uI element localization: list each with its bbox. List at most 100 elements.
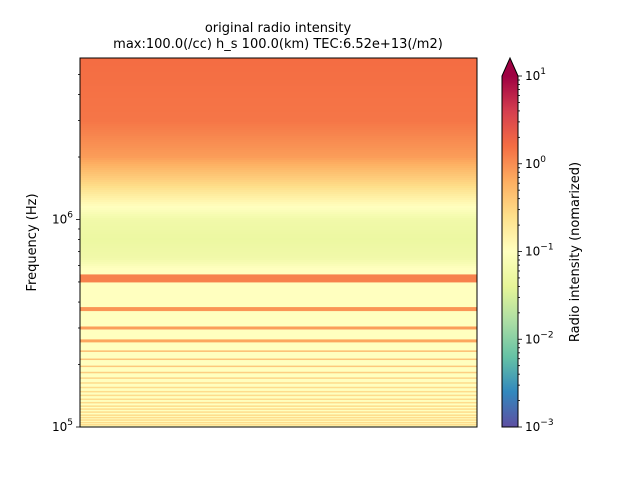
intensity-band xyxy=(80,268,477,271)
intensity-band xyxy=(80,400,477,403)
intensity-band xyxy=(80,366,477,369)
intensity-band xyxy=(80,124,477,127)
intensity-band xyxy=(80,174,477,177)
intensity-band xyxy=(80,252,477,255)
intensity-band xyxy=(80,60,477,63)
resonance-line xyxy=(80,394,477,397)
intensity-band xyxy=(80,256,477,259)
intensity-band xyxy=(80,344,477,347)
y-axis: 105 106 xyxy=(52,74,80,434)
intensity-band xyxy=(80,298,477,301)
intensity-band xyxy=(80,316,477,319)
intensity-band xyxy=(80,300,477,303)
intensity-band xyxy=(80,304,477,307)
resonance-line xyxy=(80,307,477,312)
tick-label: 10−3 xyxy=(525,418,554,434)
resonance-line xyxy=(80,414,477,416)
intensity-band xyxy=(80,110,477,113)
intensity-band xyxy=(80,342,477,345)
intensity-band xyxy=(80,166,477,169)
intensity-band xyxy=(80,406,477,409)
intensity-band xyxy=(80,254,477,257)
intensity-background xyxy=(80,58,477,427)
resonance-line xyxy=(80,401,477,404)
intensity-band xyxy=(80,84,477,87)
intensity-band xyxy=(80,206,477,209)
resonance-line xyxy=(80,419,477,421)
intensity-band xyxy=(80,150,477,153)
intensity-band xyxy=(80,232,477,235)
intensity-band xyxy=(80,224,477,227)
intensity-band xyxy=(80,218,477,221)
resonance-line xyxy=(80,411,477,413)
intensity-band xyxy=(80,98,477,101)
intensity-band xyxy=(80,74,477,77)
chart-title: original radio intensity xyxy=(205,21,352,36)
intensity-band xyxy=(80,384,477,387)
intensity-band xyxy=(80,238,477,241)
intensity-band xyxy=(80,356,477,359)
intensity-band xyxy=(80,202,477,205)
intensity-band xyxy=(80,142,477,145)
intensity-band xyxy=(80,78,477,81)
intensity-band xyxy=(80,330,477,333)
intensity-band xyxy=(80,136,477,139)
intensity-band xyxy=(80,248,477,251)
intensity-band xyxy=(80,162,477,165)
intensity-band xyxy=(80,88,477,91)
intensity-band xyxy=(80,368,477,371)
intensity-band xyxy=(80,188,477,191)
intensity-band xyxy=(80,250,477,253)
intensity-band xyxy=(80,68,477,71)
intensity-band xyxy=(80,128,477,131)
intensity-band xyxy=(80,302,477,305)
intensity-band xyxy=(80,132,477,135)
intensity-band xyxy=(80,286,477,289)
intensity-band xyxy=(80,412,477,415)
intensity-band xyxy=(80,148,477,151)
intensity-band xyxy=(80,292,477,295)
intensity-band xyxy=(80,176,477,179)
intensity-band xyxy=(80,196,477,199)
intensity-band xyxy=(80,76,477,79)
intensity-band xyxy=(80,112,477,115)
intensity-band xyxy=(80,96,477,99)
intensity-band xyxy=(80,102,477,105)
intensity-band xyxy=(80,272,477,275)
intensity-band xyxy=(80,264,477,267)
intensity-band xyxy=(80,170,477,173)
intensity-band xyxy=(80,270,477,273)
intensity-band xyxy=(80,154,477,157)
resonance-line xyxy=(80,386,477,389)
resonance-line xyxy=(80,339,477,343)
intensity-band xyxy=(80,336,477,339)
intensity-band xyxy=(80,362,477,365)
intensity-band xyxy=(80,146,477,149)
intensity-band xyxy=(80,380,477,383)
intensity-band xyxy=(80,86,477,89)
intensity-band xyxy=(80,314,477,317)
intensity-band xyxy=(80,134,477,137)
intensity-band xyxy=(80,230,477,233)
intensity-band xyxy=(80,222,477,225)
intensity-band xyxy=(80,228,477,231)
intensity-band xyxy=(80,318,477,321)
resonance-line xyxy=(80,377,477,379)
intensity-band xyxy=(80,114,477,117)
intensity-band xyxy=(80,130,477,133)
intensity-band xyxy=(80,354,477,357)
resonance-lines xyxy=(80,274,477,426)
resonance-line xyxy=(80,382,477,384)
intensity-band xyxy=(80,352,477,355)
resonance-line xyxy=(80,416,477,419)
intensity-band xyxy=(80,204,477,207)
intensity-band xyxy=(80,116,477,119)
intensity-band xyxy=(80,410,477,413)
intensity-band xyxy=(80,348,477,351)
tick-label: 106 xyxy=(52,210,73,226)
colorbar-frame xyxy=(501,56,519,428)
intensity-band xyxy=(80,182,477,185)
intensity-band xyxy=(80,126,477,129)
intensity-band xyxy=(80,164,477,167)
